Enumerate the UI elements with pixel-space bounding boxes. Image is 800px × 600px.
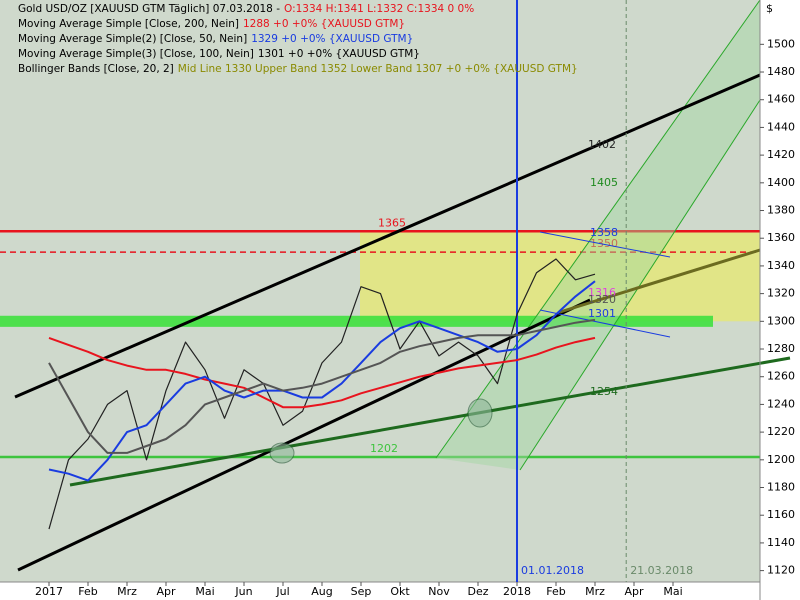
series-line — [48, 280, 596, 482]
layers: 1365 1350 1202 — [0, 216, 760, 459]
axis-unit: $ — [766, 2, 773, 15]
y-tick-label: 1180 — [767, 481, 795, 494]
x-tick-label: Nov — [428, 585, 450, 598]
legend-name: Bollinger Bands [Close, 20, 2] — [18, 63, 174, 75]
price-label: 1254 — [590, 385, 618, 398]
x-tick-label: Feb — [546, 585, 565, 598]
price-label: 1320 — [588, 293, 616, 306]
trend-line — [14, 73, 761, 399]
x-tick-label: Jul — [275, 585, 289, 598]
y-tick-label: 1340 — [767, 259, 795, 272]
x-tick-label: 2017 — [35, 585, 63, 598]
x-tick-label: Mai — [195, 585, 214, 598]
trend-line — [69, 356, 791, 487]
y-tick-label: 1160 — [767, 508, 795, 521]
x-tick-label: 2018 — [503, 585, 531, 598]
y-tick-label: 1240 — [767, 397, 795, 410]
y-tick-label: 1440 — [767, 120, 795, 133]
price-label: 1316 — [588, 286, 616, 299]
legend-entry: Moving Average Simple [Close, 200, Nein]… — [4, 17, 578, 32]
y-tick-label: 1120 — [767, 564, 795, 577]
x-tick-label: Mai — [663, 585, 682, 598]
axis-background — [760, 0, 800, 600]
x-tick-label: Apr — [156, 585, 176, 598]
y-tick-label: 1360 — [767, 231, 795, 244]
y-tick-label: 1280 — [767, 342, 795, 355]
legend-name: Gold USD/OZ [XAUUSD GTM Täglich] 07.03.2… — [18, 3, 280, 15]
price-label: 1402 — [588, 138, 616, 151]
level-label: 1365 — [378, 216, 406, 229]
zone — [360, 231, 760, 322]
x-tick-label: Mrz — [117, 585, 137, 598]
y-tick-label: 1480 — [767, 65, 795, 78]
date-label: 01.01.2018 — [521, 564, 584, 577]
y-tick-label: 1200 — [767, 453, 795, 466]
series-line — [48, 336, 596, 409]
y-tick-label: 1260 — [767, 370, 795, 383]
x-tick-label: Mrz — [585, 585, 605, 598]
trend-line — [539, 309, 671, 338]
zone — [0, 315, 713, 327]
trend-line — [519, 99, 761, 471]
highlight — [269, 442, 295, 464]
x-tick-label: Okt — [390, 585, 410, 598]
x-tick-label: Dez — [467, 585, 488, 598]
legend-info: Mid Line 1330 Upper Band 1352 Lower Band… — [177, 63, 578, 75]
x-tick-label: Feb — [78, 585, 97, 598]
y-tick-label: 1380 — [767, 204, 795, 217]
legend-entry: Bollinger Bands [Close, 20, 2] Mid Line 1… — [4, 62, 578, 77]
x-tick-label: Aug — [311, 585, 332, 598]
legend-entry: Moving Average Simple(3) [Close, 100, Ne… — [4, 47, 578, 62]
highlight — [467, 398, 493, 428]
series-line — [48, 258, 596, 530]
price-label: 1405 — [590, 176, 618, 189]
level-label: 1350 — [590, 237, 618, 250]
legend-entry: Gold USD/OZ [XAUUSD GTM Täglich] 07.03.2… — [4, 2, 578, 17]
y-tick-label: 1400 — [767, 176, 795, 189]
legend-info: 1288 +0 +0% {XAUUSD GTM} — [243, 18, 406, 30]
level-label: 1202 — [370, 442, 398, 455]
legend-entry: Moving Average Simple(2) [Close, 50, Nei… — [4, 32, 578, 47]
x-tick-label: Jun — [234, 585, 252, 598]
y-tick-label: 1220 — [767, 425, 795, 438]
trend-line — [539, 231, 671, 258]
x-tick-label: Sep — [351, 585, 372, 598]
trend-line — [435, 0, 761, 459]
legend-info: O:1334 H:1341 L:1332 C:1334 0 0% — [283, 3, 475, 15]
y-tick-label: 1500 — [767, 37, 795, 50]
y-tick-label: 1460 — [767, 93, 795, 106]
price-label: 1358 — [590, 226, 618, 239]
y-tick-label: 1140 — [767, 536, 795, 549]
trend-line — [17, 298, 591, 572]
y-tick-label: 1320 — [767, 287, 795, 300]
axis-background — [0, 582, 760, 600]
x-tick-label: Apr — [624, 585, 644, 598]
legend-name: Moving Average Simple(2) [Close, 50, Nei… — [18, 33, 248, 45]
y-tick-label: 1300 — [767, 314, 795, 327]
y-tick-label: 1420 — [767, 148, 795, 161]
legend: Gold USD/OZ [XAUUSD GTM Täglich] 07.03.2… — [4, 2, 578, 77]
legend-name: Moving Average Simple(3) [Close, 100, Ne… — [18, 48, 254, 60]
price-label: 1301 — [588, 307, 616, 320]
legend-info: 1301 +0 +0% {XAUUSD GTM} — [257, 48, 420, 60]
date-label: 21.03.2018 — [630, 564, 693, 577]
series-line — [48, 318, 596, 454]
legend-info: 1329 +0 +0% {XAUUSD GTM} — [251, 33, 414, 45]
legend-name: Moving Average Simple [Close, 200, Nein] — [18, 18, 239, 30]
trend-line — [559, 248, 761, 314]
